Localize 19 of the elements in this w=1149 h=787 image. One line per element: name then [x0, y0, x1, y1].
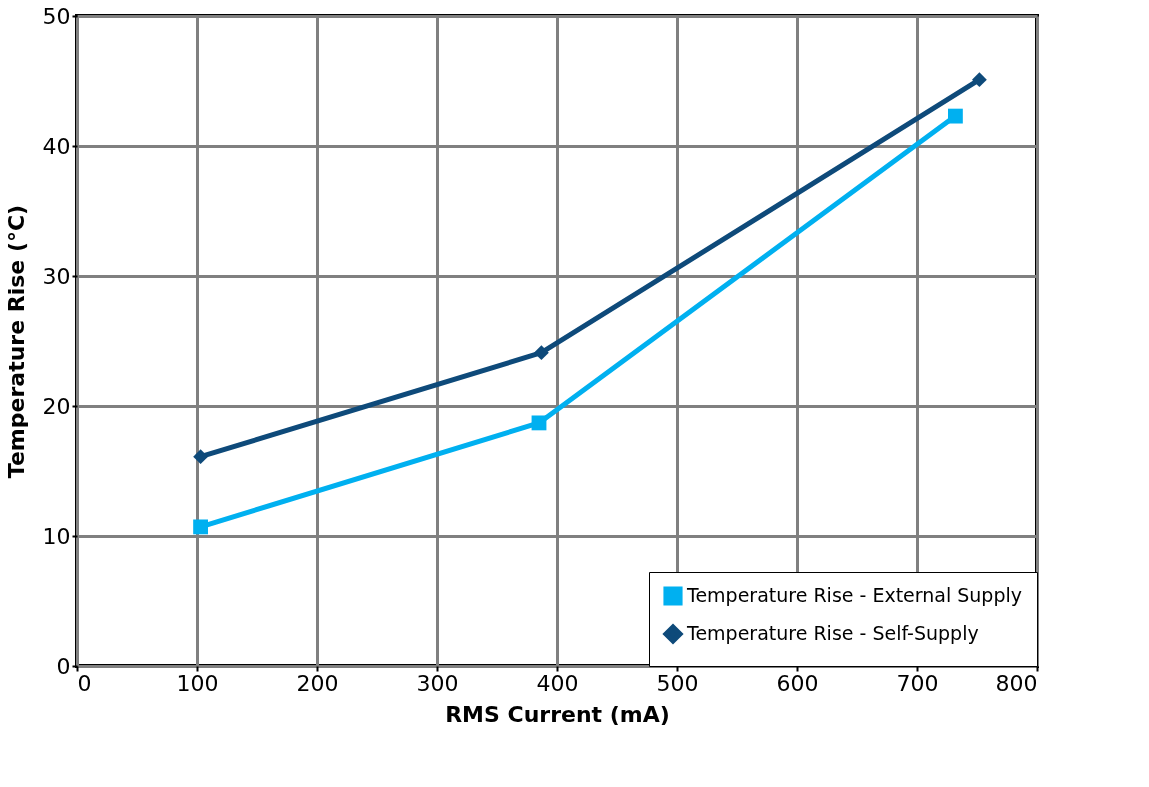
x-tick-label: 600	[776, 670, 819, 696]
x-tick-label: 200	[296, 670, 339, 696]
legend-label: Temperature Rise - External Supply	[686, 584, 1023, 606]
x-tick-label: 400	[536, 670, 579, 696]
x-tick-label: 500	[656, 670, 699, 696]
x-tick-label: 100	[176, 670, 219, 696]
y-tick-label: 40	[42, 133, 71, 159]
x-tick-label: 800	[995, 670, 1038, 696]
y-tick-label: 50	[42, 3, 71, 29]
y-tick-label: 10	[42, 523, 71, 549]
legend-label: Temperature Rise - Self-Supply	[686, 622, 979, 644]
x-tick-label: 700	[896, 670, 939, 696]
x-axis-title: RMS Current (mA)	[445, 701, 670, 727]
y-tick-label: 0	[56, 653, 71, 679]
y-axis-title: Temperature Rise (°C)	[3, 204, 29, 479]
x-tick-label: 300	[416, 670, 459, 696]
y-tick-label: 30	[42, 263, 71, 289]
y-tick-label: 20	[42, 393, 71, 419]
x-tick-label: 0	[77, 670, 92, 696]
